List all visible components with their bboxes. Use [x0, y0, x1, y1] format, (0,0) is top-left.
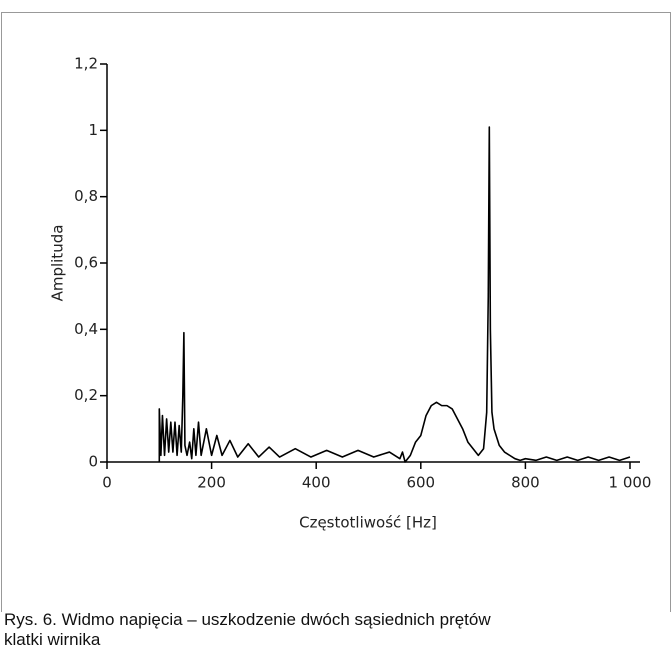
y-tick-label: 1 — [88, 121, 98, 139]
y-tick-label: 0 — [88, 453, 98, 471]
x-tick-label: 400 — [302, 474, 331, 492]
x-tick-label: 0 — [102, 474, 112, 492]
y-tick-label: 0,6 — [74, 254, 98, 272]
spectrum-line — [158, 126, 631, 463]
x-tick-label: 600 — [406, 474, 435, 492]
x-tick-label: 800 — [511, 474, 540, 492]
x-axis-label: Częstotliwość [Hz] — [299, 514, 437, 532]
x-tick-label: 1 000 — [609, 474, 652, 492]
y-tick-label: 1,2 — [74, 55, 98, 73]
x-tick-label: 200 — [197, 474, 226, 492]
caption-line: klatki wirnika — [4, 630, 101, 649]
caption-line: Rys. 6. Widmo napięcia – uszkodzenie dwó… — [4, 610, 491, 629]
y-axis-label: Amplituda — [49, 225, 67, 302]
y-tick-label: 0,2 — [74, 386, 98, 404]
y-tick-label: 0,4 — [74, 320, 98, 338]
figure-frame — [1, 12, 671, 612]
y-tick-label: 0,8 — [74, 187, 98, 205]
